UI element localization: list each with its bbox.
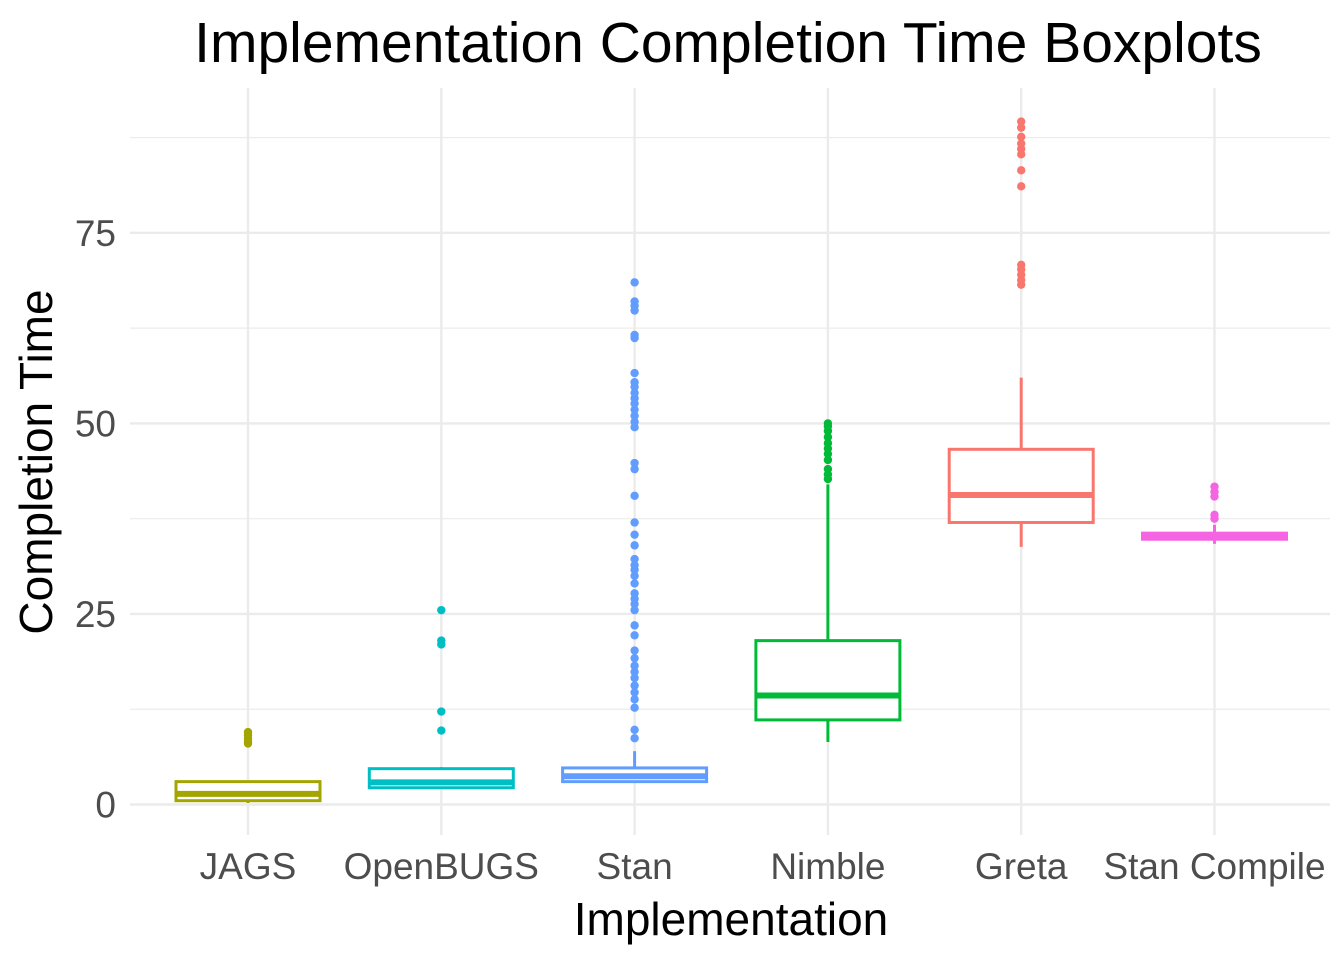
- outlier-point: [630, 541, 639, 550]
- outlier-point: [630, 579, 639, 588]
- x-tick-label: Stan Compile: [1103, 846, 1325, 887]
- outlier-point: [630, 661, 639, 670]
- box-group: [367, 605, 515, 790]
- chart-title: Implementation Completion Time Boxplots: [194, 11, 1262, 75]
- x-tick-label: Nimble: [770, 846, 885, 887]
- outlier-point: [1017, 166, 1026, 175]
- outlier-point: [630, 330, 639, 340]
- axis-layer: 0 25 50 75 JAGS OpenBUGS Stan Nimble Greta Stan C…: [75, 213, 1326, 887]
- outlier-point: [630, 725, 639, 735]
- x-tick-label: Greta: [975, 846, 1068, 887]
- outlier-point: [823, 419, 833, 428]
- y-tick-label: 75: [75, 213, 116, 254]
- outlier-point: [823, 464, 833, 474]
- outlier-point: [630, 388, 639, 398]
- outlier-point: [437, 707, 446, 716]
- outlier-point: [630, 589, 639, 598]
- outlier-point: [630, 560, 639, 570]
- box: [947, 447, 1095, 524]
- x-tick-label: OpenBUGS: [344, 846, 539, 887]
- outlier-point: [630, 688, 639, 697]
- outlier-point: [630, 571, 639, 581]
- outlier-point: [630, 458, 639, 468]
- outlier-point: [823, 432, 833, 442]
- outlier-point: [823, 455, 833, 465]
- outlier-point: [1017, 123, 1026, 132]
- outlier-point: [630, 368, 639, 378]
- outlier-point: [630, 631, 639, 640]
- outlier-point: [1017, 132, 1026, 141]
- outlier-point: [630, 646, 639, 655]
- outlier-point: [630, 673, 639, 683]
- outlier-point: [437, 605, 446, 615]
- outlier-point: [1210, 482, 1219, 491]
- x-tick-label: JAGS: [200, 846, 297, 887]
- outlier-point: [1017, 182, 1026, 191]
- box-layer: [174, 117, 1288, 803]
- outlier-point: [630, 653, 639, 663]
- box-group: [1141, 482, 1288, 544]
- outlier-point: [630, 278, 639, 287]
- outlier-point: [1017, 139, 1026, 148]
- outlier-point: [630, 491, 639, 501]
- outlier-point: [630, 667, 639, 677]
- y-tick-label: 0: [95, 785, 116, 826]
- outlier-point: [630, 417, 639, 427]
- box-group: [561, 278, 709, 784]
- outlier-point: [630, 554, 639, 564]
- outlier-point: [630, 411, 639, 420]
- x-axis-title: Implementation: [574, 893, 889, 945]
- x-tick-label: Stan: [597, 846, 673, 887]
- outlier-point: [630, 695, 639, 704]
- y-axis-title: Completion Time: [10, 289, 62, 634]
- outlier-point: [630, 681, 639, 690]
- outlier-point: [630, 464, 639, 474]
- outlier-point: [630, 605, 639, 615]
- box-group: [174, 727, 322, 803]
- outlier-point: [437, 636, 446, 645]
- grid-layer: [130, 88, 1330, 835]
- outlier-point: [630, 703, 639, 712]
- outlier-point: [630, 405, 639, 414]
- box-group: [754, 419, 902, 743]
- outlier-point: [243, 727, 253, 737]
- outlier-point: [630, 621, 639, 630]
- outlier-point: [630, 518, 639, 527]
- y-tick-label: 25: [75, 594, 116, 635]
- outlier-point: [1017, 260, 1026, 270]
- outlier-point: [630, 297, 639, 306]
- outlier-point: [630, 733, 639, 743]
- box: [754, 639, 902, 722]
- outlier-point: [630, 378, 639, 387]
- outlier-point: [1017, 117, 1026, 126]
- outlier-point: [1210, 510, 1219, 520]
- box-group: [947, 117, 1095, 547]
- outlier-point: [630, 530, 639, 539]
- outlier-point: [437, 726, 446, 735]
- y-tick-label: 50: [75, 403, 116, 444]
- outlier-point: [823, 439, 833, 448]
